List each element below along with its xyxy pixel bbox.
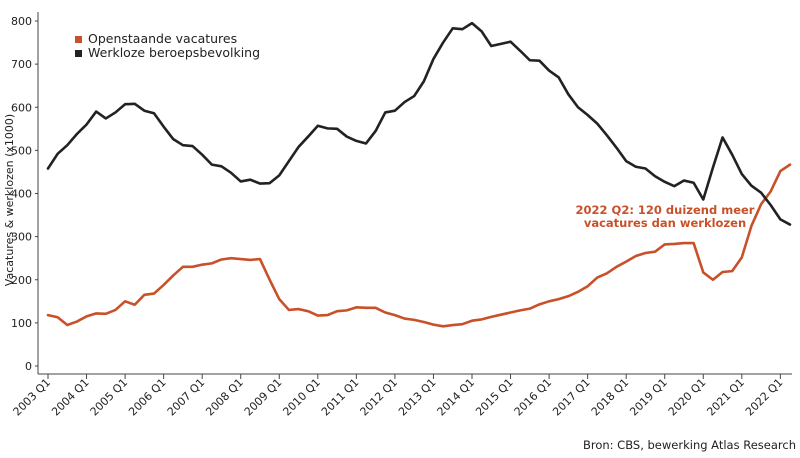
y-axis: 0 100 200 300 400 500 600 700 800 [11,12,39,374]
y-tick-label: 500 [11,144,32,157]
x-tick-label: 2003 Q1 [11,376,54,419]
x-tick-label: 2013 Q1 [396,376,439,419]
legend-label-werklozen: Werkloze beroepsbevolking [88,45,260,60]
source-note: Bron: CBS, bewerking Atlas Research [583,438,796,452]
x-tick-label: 2022 Q1 [743,376,786,419]
x-tick-label: 2004 Q1 [49,376,92,419]
y-tick-label: 0 [25,360,32,373]
series-line-vacatures [46,163,792,328]
y-axis-label: Vacatures & werklozen (x1000) [3,114,16,286]
series-line-werklozen [46,21,792,226]
y-tick-label: 200 [11,274,32,287]
annotation-line-1: 2022 Q2: 120 duizend meer [576,203,755,217]
legend-swatch-vacatures [75,36,82,43]
x-tick-label: 2005 Q1 [88,376,131,419]
x-tick-label: 2008 Q1 [203,376,246,419]
x-tick-label: 2017 Q1 [550,376,593,419]
y-tick-label: 100 [11,317,32,330]
x-tick-label: 2009 Q1 [242,376,285,419]
y-tick-label: 700 [11,58,32,71]
x-tick-label: 2018 Q1 [589,376,632,419]
y-tick-label: 400 [11,188,32,201]
x-tick-label: 2007 Q1 [165,376,208,419]
y-tick-label: 800 [11,15,32,28]
y-tick-label: 300 [11,231,32,244]
series-layer [46,21,792,328]
annotation: 2022 Q2: 120 duizend meer vacatures dan … [576,203,755,230]
legend-swatch-werklozen [75,50,82,57]
x-tick-label: 2006 Q1 [126,376,169,419]
legend: Openstaande vacatures Werkloze beroepsbe… [75,31,260,60]
x-tick-label: 2014 Q1 [435,376,478,419]
legend-label-vacatures: Openstaande vacatures [88,31,237,46]
x-tick-label: 2011 Q1 [319,376,362,419]
x-tick-label: 2015 Q1 [473,376,516,419]
annotation-line-2: vacatures dan werklozen [584,216,746,230]
y-tick-label: 600 [11,101,32,114]
x-tick-label: 2012 Q1 [357,376,400,419]
x-tick-label: 2021 Q1 [704,376,747,419]
x-tick-label: 2016 Q1 [512,376,555,419]
x-tick-label: 2010 Q1 [280,376,323,419]
x-tick-label: 2019 Q1 [627,376,670,419]
x-tick-label: 2020 Q1 [666,376,709,419]
